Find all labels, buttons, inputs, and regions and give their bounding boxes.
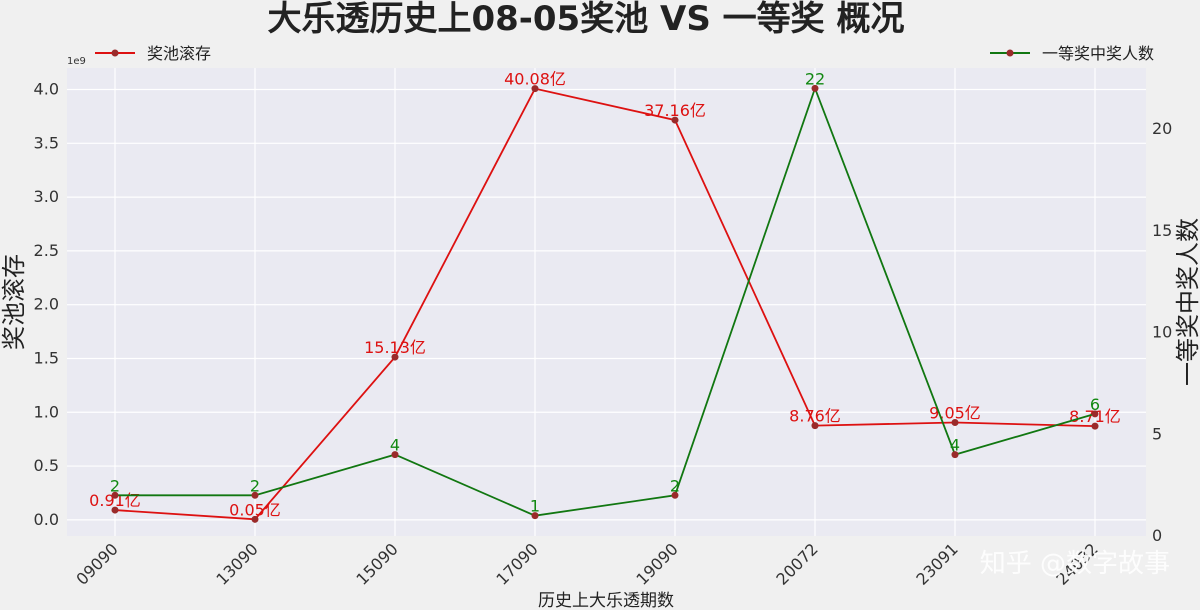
data-point bbox=[671, 116, 679, 124]
right-tick-label: 20 bbox=[1152, 119, 1172, 138]
legend-left: 奖池滚存 bbox=[95, 44, 211, 63]
data-point bbox=[1091, 410, 1099, 418]
left-tick-label: 4.0 bbox=[34, 80, 59, 99]
left-tick-label: 3.0 bbox=[34, 187, 59, 206]
data-point bbox=[671, 491, 679, 499]
x-axis-ticks: 09090 13090 15090 17090 19090 20072 23091 24032 bbox=[72, 539, 1101, 588]
data-label: 15.13亿 bbox=[364, 338, 426, 357]
legend-left-marker bbox=[111, 49, 119, 57]
legend-left-label: 奖池滚存 bbox=[147, 44, 211, 63]
x-tick-label: 09090 bbox=[72, 539, 121, 588]
left-tick-label: 1.5 bbox=[34, 348, 59, 367]
data-point bbox=[111, 506, 119, 514]
x-tick-label: 13090 bbox=[212, 539, 261, 588]
series-layer: 0.91亿0.05亿15.13亿40.08亿37.16亿8.76亿9.05亿8.… bbox=[89, 69, 1121, 523]
data-label: 37.16亿 bbox=[644, 101, 706, 120]
right-tick-label: 0 bbox=[1152, 526, 1162, 545]
data-label: 22 bbox=[805, 69, 825, 88]
series-line bbox=[114, 87, 1096, 521]
data-label: 0.05亿 bbox=[229, 500, 281, 519]
x-tick-label: 15090 bbox=[352, 539, 401, 588]
data-label: 4 bbox=[390, 436, 400, 455]
data-label: 6 bbox=[1090, 395, 1100, 414]
data-point bbox=[1091, 422, 1099, 430]
right-axis-label: 一等奖中奖人数 bbox=[1174, 218, 1200, 386]
right-tick-label: 10 bbox=[1152, 323, 1172, 342]
data-point bbox=[531, 512, 539, 520]
left-tick-label: 2.5 bbox=[34, 241, 59, 260]
left-tick-label: 0.5 bbox=[34, 456, 59, 475]
data-point bbox=[951, 418, 959, 426]
legend-right-marker bbox=[1006, 49, 1014, 57]
data-point bbox=[251, 491, 259, 499]
left-tick-label: 2.0 bbox=[34, 295, 59, 314]
data-point bbox=[391, 451, 399, 459]
data-label: 2 bbox=[670, 476, 680, 495]
data-point bbox=[811, 84, 819, 92]
left-axis-label: 奖池滚存 bbox=[0, 254, 28, 350]
left-tick-label: 0.0 bbox=[34, 510, 59, 529]
legend-right: 一等奖中奖人数 bbox=[990, 44, 1154, 63]
data-label: 1 bbox=[530, 497, 540, 516]
x-tick-label: 17090 bbox=[492, 539, 541, 588]
data-point bbox=[111, 491, 119, 499]
watermark: 知乎 @数字故事 bbox=[980, 549, 1170, 579]
chart-title: 大乐透历史上08-05奖池 VS 一等奖 概况 bbox=[267, 0, 904, 39]
left-tick-label: 3.5 bbox=[34, 133, 59, 152]
left-tick-label: 1.0 bbox=[34, 402, 59, 421]
right-axis-ticks: 0 5 10 15 20 bbox=[1152, 119, 1172, 545]
legend-right-label: 一等奖中奖人数 bbox=[1042, 44, 1154, 63]
x-tick-label: 23091 bbox=[912, 539, 961, 588]
series-line bbox=[115, 85, 1096, 517]
data-label: 2 bbox=[250, 476, 260, 495]
data-point bbox=[811, 422, 819, 430]
plot-background bbox=[67, 68, 1146, 536]
series-pool: 0.91亿0.05亿15.13亿40.08亿37.16亿8.76亿9.05亿8.… bbox=[89, 70, 1121, 523]
data-label: 4 bbox=[950, 436, 960, 455]
data-point bbox=[951, 451, 959, 459]
data-label: 9.05亿 bbox=[929, 403, 981, 422]
x-axis-label: 历史上大乐透期数 bbox=[538, 591, 674, 610]
x-tick-label: 19090 bbox=[632, 539, 681, 588]
grid bbox=[67, 68, 1146, 536]
x-tick-label: 20072 bbox=[772, 539, 821, 588]
data-label: 40.08亿 bbox=[504, 70, 566, 89]
data-label: 8.76亿 bbox=[789, 407, 841, 426]
data-label: 2 bbox=[110, 476, 120, 495]
left-axis-ticks: 0.0 0.5 1.0 1.5 2.0 2.5 3.0 3.5 4.0 bbox=[34, 80, 59, 529]
right-tick-label: 15 bbox=[1152, 221, 1172, 240]
data-point bbox=[251, 515, 259, 523]
left-axis-exponent: 1e9 bbox=[67, 56, 86, 67]
data-point bbox=[391, 353, 399, 361]
right-tick-label: 5 bbox=[1152, 424, 1162, 443]
data-point bbox=[531, 85, 539, 93]
